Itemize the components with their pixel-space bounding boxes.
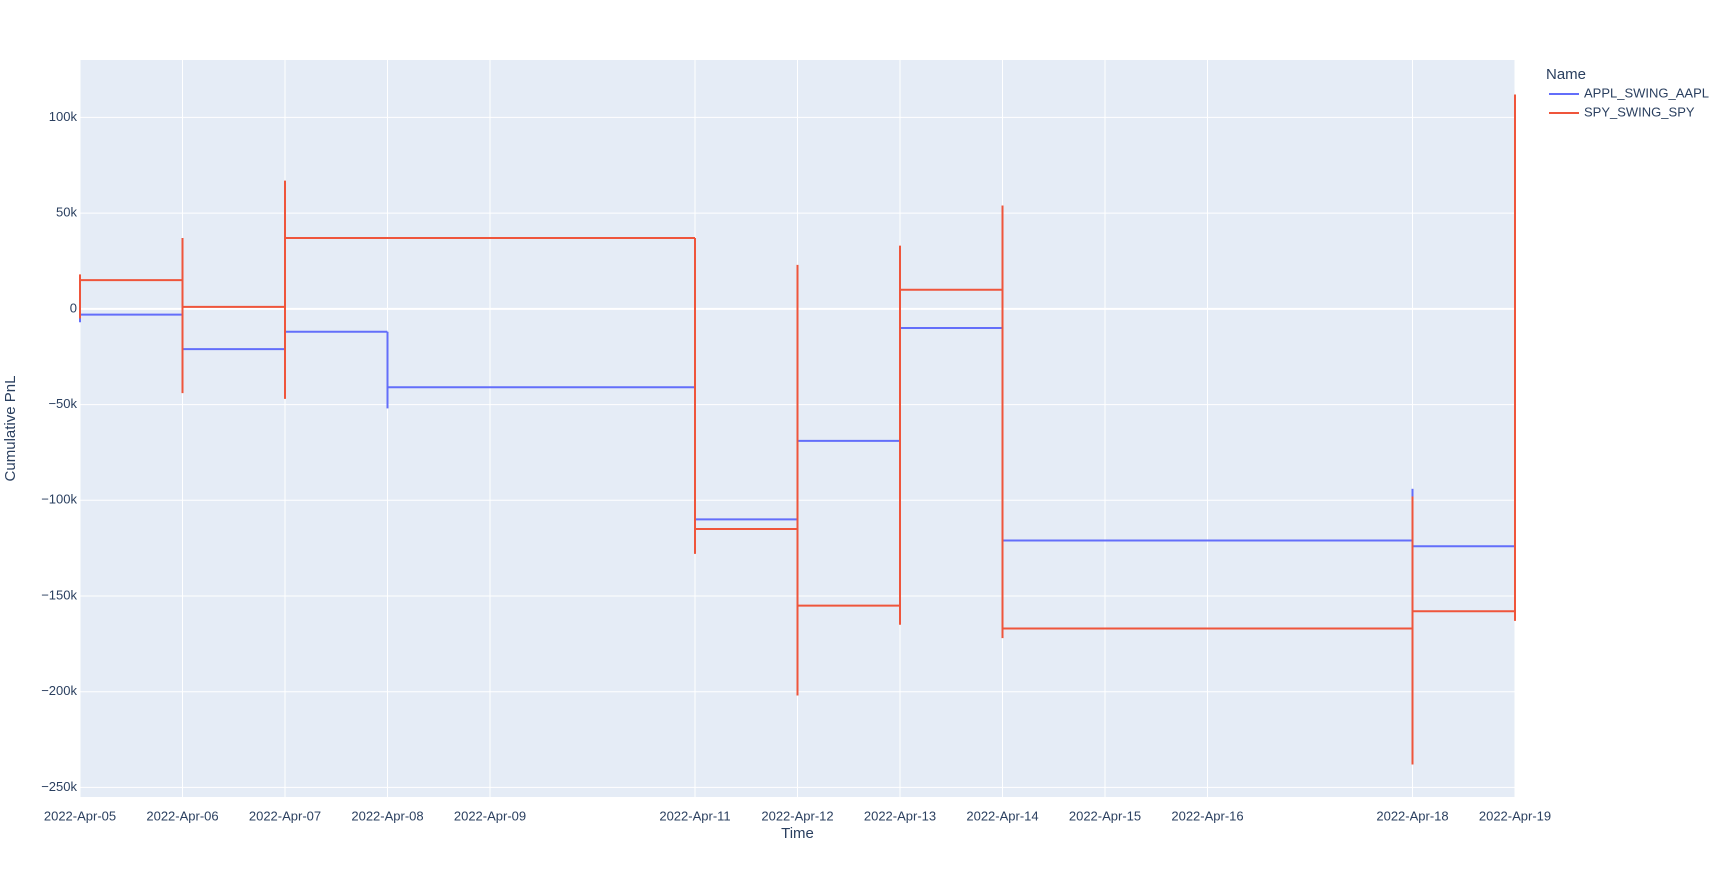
legend-item[interactable]: APPL_SWING_AAPL [1549,85,1709,100]
y-tick-label: −250k [41,779,77,794]
x-axis-title: Time [781,825,814,842]
x-tick-label: 2022-Apr-12 [761,809,833,824]
y-axis-title: Cumulative PnL [2,376,19,482]
x-tick-label: 2022-Apr-15 [1069,809,1141,824]
x-tick-label: 2022-Apr-19 [1479,809,1551,824]
x-tick-label: 2022-Apr-08 [351,809,423,824]
y-tick-label: −100k [41,492,77,507]
legend-label: SPY_SWING_SPY [1584,104,1695,119]
x-tick-label: 2022-Apr-06 [146,809,218,824]
x-tick-label: 2022-Apr-05 [44,809,116,824]
y-tick-labels: 100k 50k 0 −50k −100k −150k −200k −250k [41,109,77,794]
series-SPY_SWING_SPY [79,94,1516,765]
x-tick-label: 2022-Apr-07 [249,809,321,824]
y-tick-label: 50k [56,205,77,220]
x-tick-labels: 2022-Apr-05 2022-Apr-06 2022-Apr-07 2022-Ap… [44,809,1551,824]
legend[interactable]: Name APPL_SWING_AAPL SPY_SWING_SPY [1546,66,1709,119]
legend-title: Name [1546,66,1586,83]
series-line [80,313,1515,548]
series-layer [79,94,1516,765]
legend-label: APPL_SWING_AAPL [1584,85,1709,100]
x-tick-label: 2022-Apr-16 [1171,809,1243,824]
y-tick-label: −150k [41,587,77,602]
x-tick-label: 2022-Apr-18 [1376,809,1448,824]
y-tick-label: 100k [49,109,78,124]
y-tick-label: −200k [41,683,77,698]
series-line [80,237,1515,630]
x-tick-label: 2022-Apr-09 [454,809,526,824]
y-tick-label: 0 [70,300,77,315]
x-tick-label: 2022-Apr-11 [659,809,730,824]
y-tick-label: −50k [48,396,77,411]
legend-items: APPL_SWING_AAPL SPY_SWING_SPY [1549,85,1709,119]
x-tick-label: 2022-Apr-14 [966,809,1038,824]
x-tick-label: 2022-Apr-13 [864,809,936,824]
legend-item[interactable]: SPY_SWING_SPY [1549,104,1695,119]
